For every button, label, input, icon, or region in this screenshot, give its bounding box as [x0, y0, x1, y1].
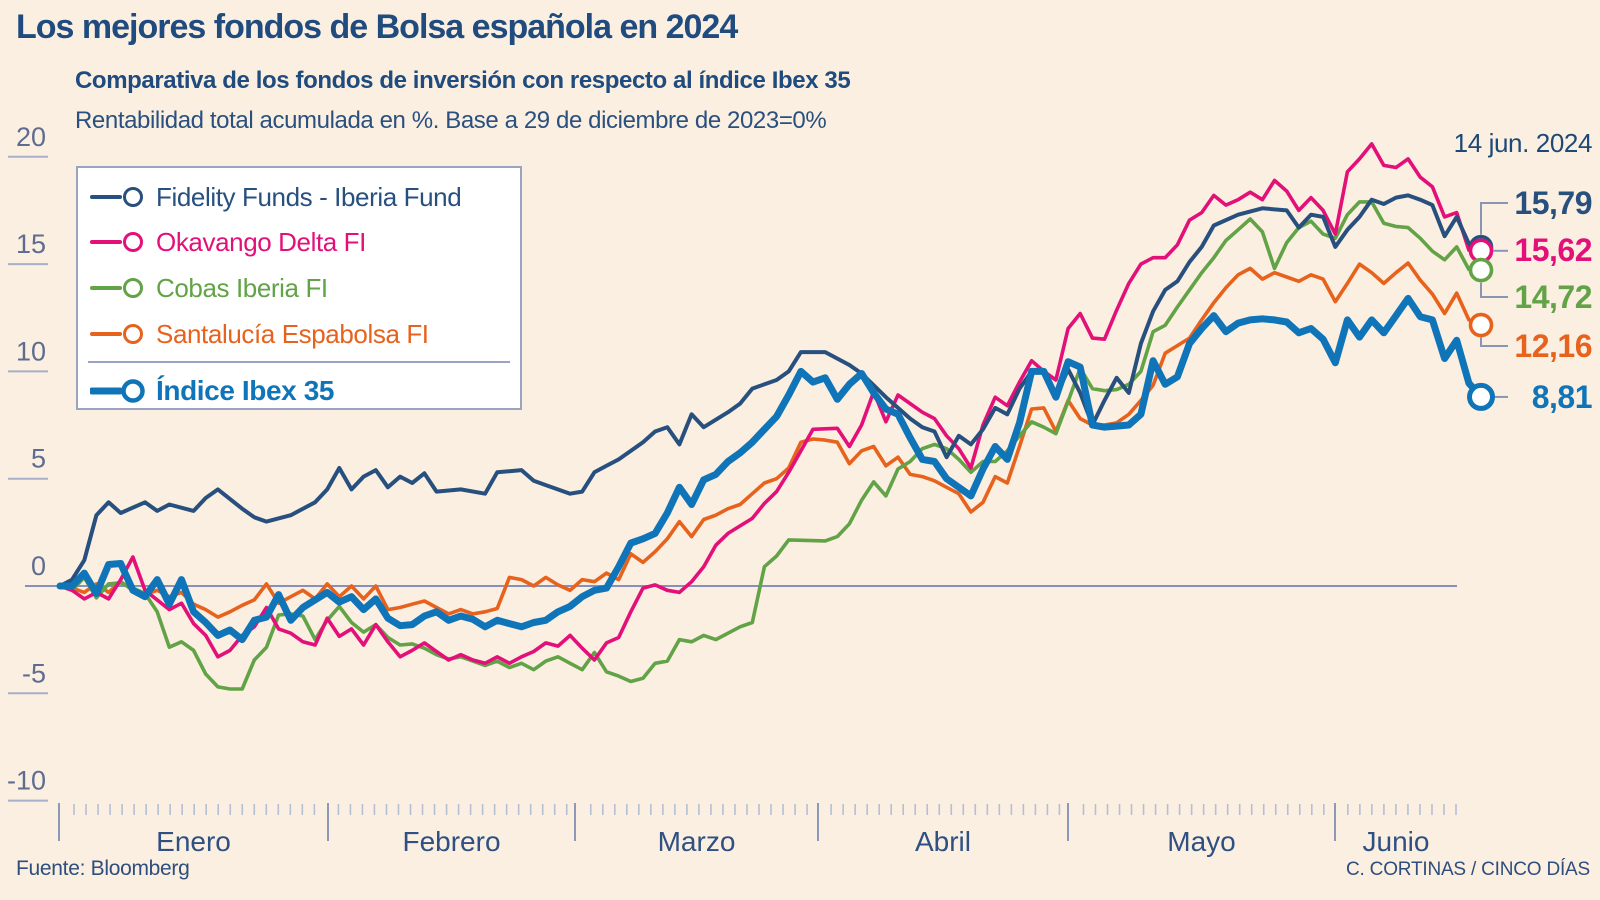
chart-subtitle: Comparativa de los fondos de inversión c… [75, 67, 851, 94]
end-value-label: 15,79 [1514, 185, 1592, 221]
month-label: Abril [915, 826, 971, 857]
legend-item-label: Santalucía Espabolsa FI [156, 318, 429, 349]
legend-item-3: Cobas Iberia FI [90, 269, 328, 307]
end-value-label: 14,72 [1514, 279, 1592, 315]
annotation-date: 14 jun. 2024 [1453, 128, 1593, 158]
end-value-label: 8,81 [1532, 379, 1592, 415]
series-swatch-icon [90, 278, 143, 298]
legend-item-4: Santalucía Espabolsa FI [90, 315, 429, 353]
legend-item-5: Índice Ibex 35 [90, 372, 334, 410]
end-value-label: 15,62 [1514, 232, 1592, 268]
series-swatch-icon [90, 232, 143, 252]
leader-line [1480, 202, 1508, 235]
legend-item-label: Cobas Iberia FI [156, 272, 328, 303]
series-line-4 [58, 261, 1483, 619]
end-annotations: 15,79 15,62 14,72 12,16 8,81 [1467, 185, 1593, 415]
month-label: Marzo [658, 826, 736, 857]
y-tick-label: -10 [7, 766, 46, 796]
series-swatch-icon [90, 379, 145, 403]
series-swatch-icon [90, 187, 143, 207]
y-tick-label: -5 [22, 658, 46, 688]
end-marker-icon [1468, 312, 1494, 338]
series-line-1 [58, 193, 1483, 588]
y-tick-label: 5 [31, 444, 46, 474]
month-label: Mayo [1167, 826, 1235, 857]
chart-baseline-note: Rentabilidad total acumulada en %. Base … [75, 107, 827, 134]
legend-item-2: Okavango Delta FI [90, 223, 366, 261]
leader-line [1480, 337, 1508, 347]
y-axis: 20 15 10 5 0 -5 -10 [7, 122, 48, 802]
end-marker-icon [1468, 257, 1494, 283]
legend-item-1: Fidelity Funds - Iberia Fund [90, 178, 462, 216]
month-label: Junio [1363, 826, 1430, 857]
series-swatch-icon [90, 324, 143, 344]
month-label: Febrero [402, 826, 500, 857]
legend-divider [88, 361, 510, 363]
end-value-label: 12,16 [1514, 328, 1592, 364]
x-axis: Enero Febrero Marzo Abril Mayo Junio [58, 803, 1457, 857]
page-title: Los mejores fondos de Bolsa española en … [16, 8, 738, 46]
series-line-5 [56, 294, 1485, 644]
series-lines [56, 142, 1485, 691]
legend-item-label: Okavango Delta FI [156, 226, 366, 257]
legend-item-label: Índice Ibex 35 [156, 375, 335, 406]
y-tick-label: 10 [16, 336, 46, 366]
y-tick-label: 0 [31, 551, 46, 581]
series-line-2 [58, 142, 1483, 666]
leader-line [1480, 282, 1508, 298]
month-label: Enero [156, 826, 231, 857]
end-marker-icon [1467, 382, 1495, 411]
legend-item-label: Fidelity Funds - Iberia Fund [156, 181, 462, 212]
author-credit: C. CORTINAS / CINCO DÍAS [1346, 859, 1590, 880]
source-credit: Fuente: Bloomberg [16, 857, 190, 880]
y-tick-label: 20 [16, 122, 46, 152]
chart-legend: Fidelity Funds - Iberia Fund Okavango Del… [76, 166, 522, 410]
y-tick-label: 15 [16, 229, 46, 259]
